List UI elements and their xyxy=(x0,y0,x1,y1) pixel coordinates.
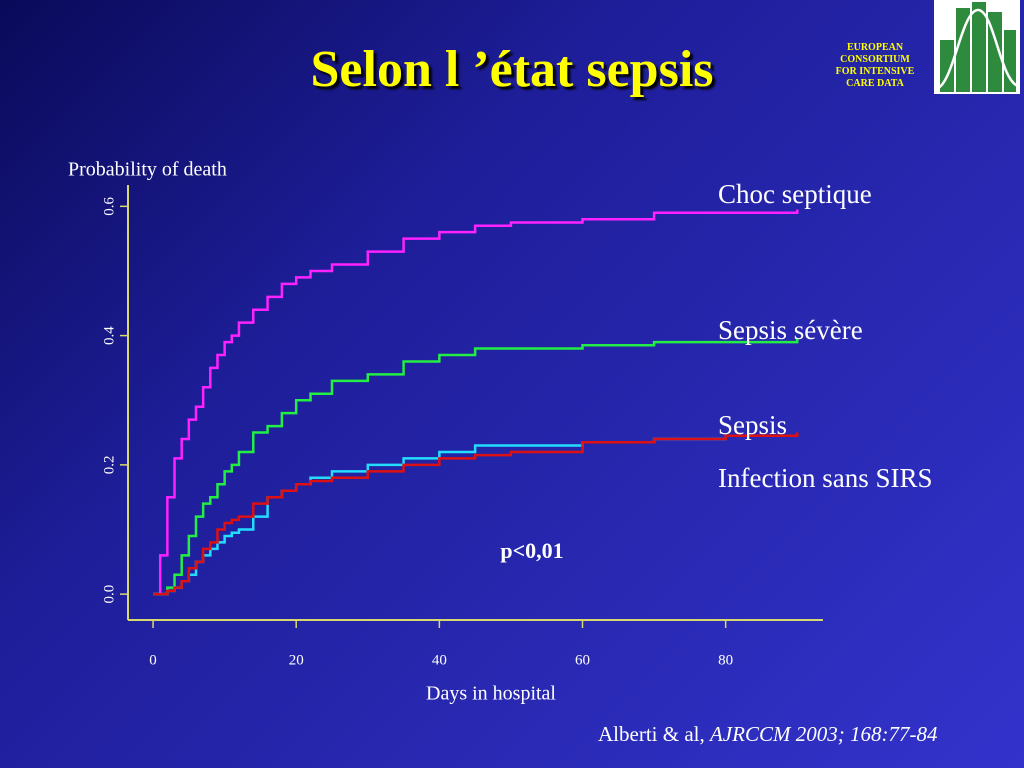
citation-source: AJRCCM 2003; 168:77-84 xyxy=(709,722,938,746)
legend-label: Choc septique xyxy=(718,179,872,209)
legend-label: Infection sans SIRS xyxy=(718,463,933,493)
y-axis-label: Probability of death xyxy=(68,159,227,181)
y-tick-label: 0.2 xyxy=(101,455,117,474)
y-tick-label: 0.0 xyxy=(101,585,117,604)
logo xyxy=(934,0,1020,94)
annotation: p<0,01 xyxy=(500,538,563,563)
x-tick-label: 40 xyxy=(432,652,447,668)
citation: Alberti & al, AJRCCM 2003; 168:77-84 xyxy=(598,722,937,747)
x-tick-label: 60 xyxy=(575,652,590,668)
logo-text: EUROPEAN CONSORTIUM FOR INTENSIVE CARE D… xyxy=(835,42,915,89)
series-line xyxy=(153,209,799,596)
y-tick-label: 0.6 xyxy=(101,196,117,215)
x-tick-label: 20 xyxy=(289,652,304,668)
y-tick-label: 0.4 xyxy=(101,326,117,345)
series-line xyxy=(153,338,799,596)
x-axis-label: Days in hospital xyxy=(426,683,556,705)
logo-graphic xyxy=(937,2,1019,92)
series-line xyxy=(153,432,799,596)
x-tick-label: 0 xyxy=(149,652,157,668)
legend-label: Sepsis sévère xyxy=(718,315,863,345)
citation-authors: Alberti & al, xyxy=(598,722,705,746)
legend-label: Sepsis xyxy=(718,410,788,440)
x-tick-label: 80 xyxy=(718,652,733,668)
slide-title: Selon l ’état sepsis xyxy=(310,41,714,98)
